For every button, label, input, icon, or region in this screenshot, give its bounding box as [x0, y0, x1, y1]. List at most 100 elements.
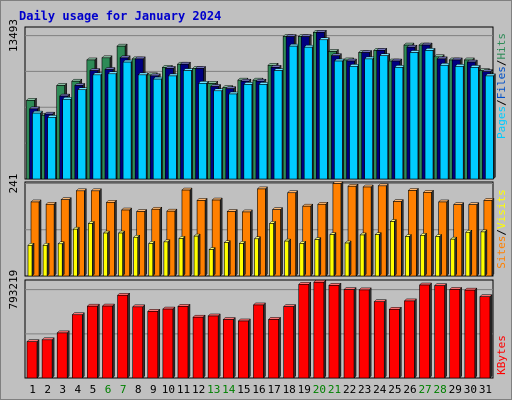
bar-visits-day-20 — [317, 201, 329, 277]
bar-kbytes-day-20 — [313, 279, 327, 379]
bar-pages-day-6 — [107, 71, 119, 180]
bar-pages-day-26 — [409, 49, 421, 180]
bar-pages-day-21 — [333, 58, 346, 180]
bar-pages-day-22 — [348, 63, 361, 180]
day-label-2: 2 — [44, 383, 51, 396]
day-label-29: 29 — [449, 383, 462, 396]
bar-sites-day-7 — [117, 230, 126, 277]
bar-kbytes-day-11 — [177, 303, 191, 379]
bar-kbytes-day-15 — [237, 318, 251, 379]
bar-pages-day-23 — [364, 56, 376, 180]
bar-visits-day-19 — [302, 203, 314, 277]
bar-visits-day-18 — [287, 190, 299, 277]
visits-sites-max-label: 241 — [7, 174, 20, 194]
bar-pages-day-11 — [182, 67, 195, 180]
bar-sites-day-12 — [193, 233, 201, 277]
bar-kbytes-day-26 — [403, 298, 418, 379]
bar-sites-day-29 — [450, 236, 458, 277]
bar-kbytes-day-18 — [283, 304, 297, 379]
day-label-3: 3 — [59, 383, 66, 396]
bar-sites-day-10 — [163, 239, 171, 277]
bar-kbytes-day-22 — [343, 286, 357, 379]
bar-pages-day-15 — [243, 81, 255, 180]
day-label-20: 20 — [313, 383, 326, 396]
kbytes-max-label: 793219 — [7, 270, 20, 310]
bar-sites-day-8 — [133, 234, 141, 277]
bar-pages-day-2 — [46, 114, 59, 180]
day-label-24: 24 — [373, 383, 387, 396]
bar-visits-day-16 — [256, 186, 269, 277]
bar-pages-day-27 — [424, 47, 436, 180]
bar-kbytes-day-12 — [192, 314, 206, 379]
day-label-30: 30 — [464, 383, 477, 396]
bar-visits-day-7 — [120, 207, 133, 277]
bar-sites-day-24 — [374, 231, 382, 277]
bar-kbytes-day-21 — [328, 282, 342, 379]
bar-pages-day-24 — [379, 53, 391, 180]
bar-pages-day-30 — [469, 64, 481, 180]
bar-kbytes-day-27 — [418, 282, 433, 379]
bar-pages-day-8 — [137, 72, 149, 180]
bar-pages-day-16 — [258, 81, 270, 180]
bar-sites-day-1 — [27, 242, 35, 277]
day-label-7: 7 — [120, 383, 127, 396]
bar-visits-day-28 — [438, 199, 450, 277]
bar-sites-day-31 — [480, 229, 488, 277]
bar-kbytes-day-2 — [41, 337, 55, 379]
bar-kbytes-day-4 — [71, 312, 85, 379]
day-label-15: 15 — [237, 383, 250, 396]
bar-pages-day-10 — [167, 73, 179, 180]
bar-pages-day-14 — [228, 91, 240, 180]
bar-kbytes-day-5 — [86, 303, 100, 379]
day-label-19: 19 — [298, 383, 311, 396]
bar-kbytes-day-19 — [298, 281, 312, 379]
bar-kbytes-day-29 — [449, 286, 463, 379]
bar-sites-day-11 — [178, 235, 186, 277]
bar-visits-day-12 — [196, 197, 208, 277]
bar-visits-day-13 — [211, 197, 223, 277]
bar-sites-day-25 — [389, 218, 397, 277]
bar-kbytes-day-1 — [26, 339, 40, 379]
bar-sites-day-28 — [435, 233, 443, 277]
bar-pages-day-4 — [77, 87, 89, 180]
bar-kbytes-day-14 — [222, 316, 236, 379]
day-label-9: 9 — [150, 383, 157, 396]
bar-pages-day-25 — [394, 64, 406, 180]
bar-pages-day-9 — [152, 76, 164, 180]
bar-kbytes-day-28 — [434, 283, 448, 379]
bar-visits-day-9 — [151, 206, 163, 277]
day-label-23: 23 — [358, 383, 371, 396]
bar-kbytes-day-23 — [358, 287, 372, 379]
bar-sites-day-21 — [329, 231, 337, 277]
day-label-12: 12 — [192, 383, 205, 396]
bar-visits-day-1 — [30, 199, 42, 277]
bar-kbytes-day-25 — [388, 306, 402, 379]
day-label-27: 27 — [418, 383, 431, 396]
day-label-1: 1 — [29, 383, 36, 396]
bar-kbytes-day-9 — [147, 308, 161, 379]
bar-visits-day-23 — [362, 184, 374, 277]
bar-visits-day-31 — [483, 197, 495, 277]
bar-visits-day-11 — [181, 187, 193, 277]
bar-pages-day-29 — [454, 63, 466, 180]
bar-sites-day-20 — [314, 236, 322, 277]
bar-visits-day-22 — [347, 183, 359, 277]
bar-kbytes-day-6 — [101, 303, 116, 379]
day-label-25: 25 — [388, 383, 401, 396]
bar-kbytes-day-10 — [162, 306, 176, 379]
bar-pages-day-31 — [484, 73, 497, 180]
bar-visits-day-2 — [45, 201, 57, 277]
bar-pages-day-20 — [318, 37, 330, 180]
bar-kbytes-day-31 — [479, 294, 493, 379]
day-label-5: 5 — [90, 383, 97, 396]
bar-visits-day-8 — [136, 208, 148, 277]
day-label-11: 11 — [177, 383, 190, 396]
day-label-10: 10 — [162, 383, 175, 396]
bar-kbytes-day-17 — [267, 316, 282, 379]
bar-sites-day-6 — [102, 230, 111, 277]
bar-pages-day-1 — [31, 110, 44, 180]
day-label-6: 6 — [105, 383, 112, 396]
day-label-22: 22 — [343, 383, 356, 396]
bar-sites-day-15 — [238, 240, 246, 277]
